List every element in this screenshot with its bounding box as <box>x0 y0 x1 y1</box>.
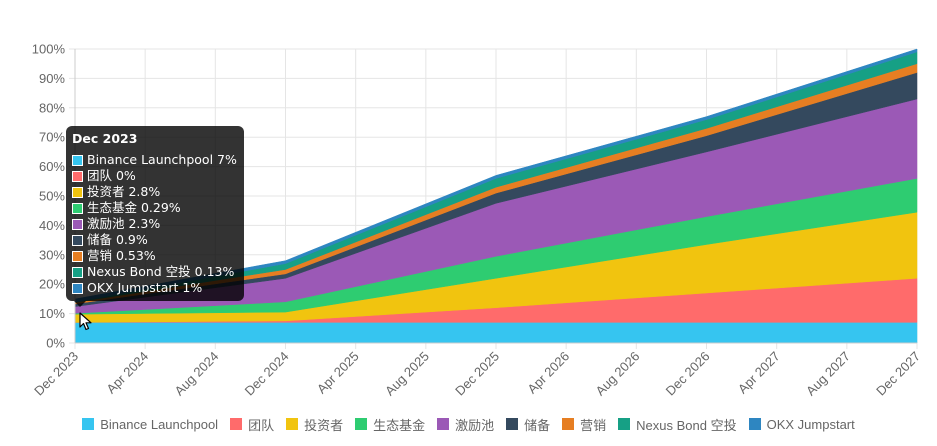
tooltip-caret <box>74 301 86 307</box>
y-tick-label: 90% <box>39 71 65 86</box>
tooltip-swatch <box>72 202 83 214</box>
legend-item[interactable]: 投资者 <box>286 415 343 434</box>
tooltip-swatch <box>72 250 83 262</box>
y-tick-label: 80% <box>39 100 65 115</box>
tooltip-row-label: Nexus Bond 空投 0.13% <box>87 264 235 279</box>
tooltip-row: 投资者 2.8% <box>72 184 238 200</box>
legend-swatch <box>506 418 519 430</box>
x-tick-label: Dec 2027 <box>873 349 923 399</box>
x-tick-label: Apr 2026 <box>524 349 572 397</box>
x-tick-label: Aug 2027 <box>803 349 853 399</box>
tooltip-swatch <box>72 218 83 230</box>
legend-swatch <box>562 418 575 430</box>
y-tick-label: 100% <box>32 42 66 57</box>
y-tick-label: 10% <box>39 306 65 321</box>
legend-swatch <box>355 418 368 430</box>
tooltip-swatch <box>72 154 83 166</box>
tooltip-swatch <box>72 170 83 182</box>
legend-item[interactable]: OKX Jumpstart <box>748 416 855 432</box>
tooltip-row-label: OKX Jumpstart 1% <box>87 280 203 295</box>
series-areas <box>74 48 918 344</box>
tooltip-row-label: 投资者 2.8% <box>87 184 161 199</box>
y-tick-label: 30% <box>39 247 65 262</box>
legend-swatch <box>230 418 243 430</box>
legend-swatch <box>82 418 95 430</box>
x-tick-label: Aug 2025 <box>382 349 432 399</box>
tooltip-row: 营销 0.53% <box>72 248 238 264</box>
y-tick-label: 70% <box>39 130 65 145</box>
tooltip-row-label: 营销 0.53% <box>87 248 156 263</box>
legend-item[interactable]: Binance Launchpool <box>82 417 218 432</box>
legend-item[interactable]: 生态基金 <box>355 415 425 434</box>
legend-label: Nexus Bond 空投 <box>636 417 737 433</box>
legend-label: 营销 <box>580 417 607 433</box>
x-tick-label: Aug 2024 <box>171 349 221 399</box>
legend-item[interactable]: Nexus Bond 空投 <box>618 415 737 434</box>
y-tick-label: 40% <box>39 218 65 233</box>
tooltip-title: Dec 2023 <box>72 131 138 146</box>
tooltip-row-label: 生态基金 0.29% <box>87 200 181 215</box>
legend-label: Binance Launchpool <box>100 416 219 432</box>
legend-label: 储备 <box>524 417 551 433</box>
legend-item[interactable]: 激励池 <box>437 415 494 434</box>
tooltip-row-label: 团队 0% <box>87 168 136 183</box>
x-tick-label: Apr 2027 <box>735 349 783 397</box>
tooltip-row: Nexus Bond 空投 0.13% <box>72 264 238 280</box>
x-tick-label: Apr 2024 <box>103 349 151 397</box>
tooltip-row: 激励池 2.3% <box>72 216 238 232</box>
tooltip-row: 生态基金 0.29% <box>72 200 238 216</box>
legend-item[interactable]: 团队 <box>230 415 274 434</box>
tooltip: Dec 2023 Binance Launchpool 7% 团队 0% 投资者 2… <box>66 126 244 307</box>
legend-label: 生态基金 <box>373 417 426 433</box>
x-tick-label: Dec 2025 <box>452 349 502 399</box>
legend-item[interactable]: 储备 <box>506 415 550 434</box>
tooltip-row: Binance Launchpool 7% <box>72 152 238 168</box>
legend-swatch <box>748 418 761 430</box>
x-tick-label: Dec 2024 <box>242 349 292 399</box>
tooltip-row-label: 激励池 2.3% <box>87 216 161 231</box>
tooltip-swatch <box>72 234 83 246</box>
tooltip-row: 团队 0% <box>72 168 238 184</box>
legend-label: 激励池 <box>455 417 495 433</box>
x-tick-label: Aug 2026 <box>592 349 642 399</box>
legend: Binance Launchpool 团队 投资者 生态基金 激励池 储备 营销 Nexus … <box>0 412 937 436</box>
legend-swatch <box>286 418 299 430</box>
x-tick-labels: Dec 2023 Apr 2024 Aug 2024 Dec 2024 Apr 2025… <box>31 349 923 399</box>
tooltip-rows: Binance Launchpool 7% 团队 0% 投资者 2.8% 生态基金 0… <box>72 152 238 296</box>
y-tick-label: 60% <box>39 159 65 174</box>
tooltip-swatch <box>72 186 83 198</box>
legend-label: OKX Jumpstart <box>766 416 855 432</box>
tooltip-row: 储备 0.9% <box>72 232 238 248</box>
series-area <box>74 322 918 344</box>
y-tick-label: 50% <box>39 189 65 204</box>
y-tick-label: 0% <box>46 336 65 351</box>
tooltip-swatch <box>72 282 83 294</box>
y-tick-label: 20% <box>39 277 65 292</box>
tooltip-row-label: Binance Launchpool 7% <box>87 152 237 167</box>
legend-swatch <box>437 418 450 430</box>
y-tick-labels: 0% 10% 20% 30% 40% 50% 60% 70% 80% 90% 100% <box>32 42 66 351</box>
x-tick-label: Dec 2023 <box>31 349 81 399</box>
legend-label: 团队 <box>248 417 275 433</box>
x-tick-label: Dec 2026 <box>663 349 713 399</box>
tooltip-row: OKX Jumpstart 1% <box>72 280 238 296</box>
tooltip-row-label: 储备 0.9% <box>87 232 148 247</box>
tooltip-swatch <box>72 266 83 278</box>
legend-label: 投资者 <box>304 417 344 433</box>
mouse-cursor-icon <box>79 312 92 331</box>
legend-swatch <box>618 418 631 430</box>
legend-item[interactable]: 营销 <box>562 415 606 434</box>
x-tick-label: Apr 2025 <box>314 349 362 397</box>
